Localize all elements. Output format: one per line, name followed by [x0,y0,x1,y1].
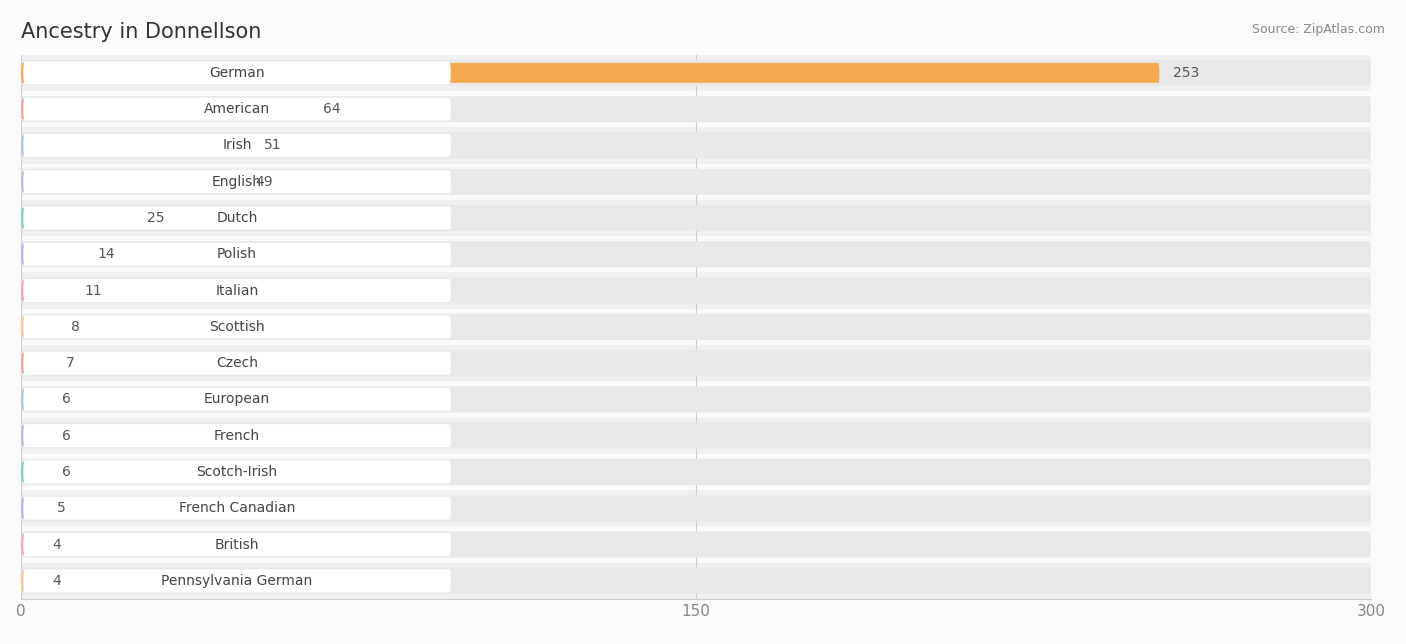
Text: 4: 4 [52,538,62,551]
FancyBboxPatch shape [24,134,451,157]
FancyBboxPatch shape [21,353,52,373]
Text: British: British [215,538,259,551]
FancyBboxPatch shape [21,390,48,410]
FancyBboxPatch shape [21,272,1371,308]
FancyBboxPatch shape [21,345,1371,381]
FancyBboxPatch shape [21,563,1371,599]
FancyBboxPatch shape [24,243,451,266]
FancyBboxPatch shape [21,242,1371,267]
FancyBboxPatch shape [21,63,1160,83]
FancyBboxPatch shape [21,60,1371,86]
FancyBboxPatch shape [21,205,1371,231]
FancyBboxPatch shape [21,169,1371,194]
Text: 6: 6 [62,429,70,442]
FancyBboxPatch shape [21,490,1371,526]
Text: Source: ZipAtlas.com: Source: ZipAtlas.com [1251,23,1385,35]
Text: Scotch-Irish: Scotch-Irish [197,465,277,479]
FancyBboxPatch shape [21,454,1371,490]
Text: English: English [212,175,262,189]
FancyBboxPatch shape [24,207,451,229]
Text: Dutch: Dutch [217,211,257,225]
FancyBboxPatch shape [21,498,44,518]
FancyBboxPatch shape [24,316,451,338]
FancyBboxPatch shape [21,200,1371,236]
FancyBboxPatch shape [21,278,1371,303]
FancyBboxPatch shape [21,236,1371,272]
FancyBboxPatch shape [24,497,451,520]
FancyBboxPatch shape [21,526,1371,563]
FancyBboxPatch shape [21,133,1371,158]
FancyBboxPatch shape [24,460,451,484]
FancyBboxPatch shape [21,244,84,264]
FancyBboxPatch shape [24,569,451,592]
FancyBboxPatch shape [21,417,1371,454]
FancyBboxPatch shape [24,533,451,556]
Text: 14: 14 [97,247,115,261]
Text: French Canadian: French Canadian [179,501,295,515]
Text: 5: 5 [58,501,66,515]
Text: Italian: Italian [215,283,259,298]
FancyBboxPatch shape [21,350,1371,376]
FancyBboxPatch shape [24,170,451,193]
Text: 7: 7 [66,356,75,370]
FancyBboxPatch shape [21,314,1371,340]
FancyBboxPatch shape [21,386,1371,412]
FancyBboxPatch shape [21,55,1371,91]
FancyBboxPatch shape [21,128,1371,164]
FancyBboxPatch shape [21,135,250,155]
Text: 6: 6 [62,465,70,479]
Text: 25: 25 [148,211,165,225]
Text: 253: 253 [1173,66,1199,80]
Text: French: French [214,429,260,442]
FancyBboxPatch shape [21,96,1371,122]
FancyBboxPatch shape [21,568,1371,594]
Text: 4: 4 [52,574,62,588]
Text: Czech: Czech [217,356,259,370]
Text: 51: 51 [264,138,281,153]
Text: Polish: Polish [217,247,257,261]
Text: Scottish: Scottish [209,320,264,334]
FancyBboxPatch shape [24,352,451,375]
Text: 64: 64 [322,102,340,116]
FancyBboxPatch shape [21,99,309,119]
Text: Pennsylvania German: Pennsylvania German [162,574,312,588]
FancyBboxPatch shape [21,308,1371,345]
FancyBboxPatch shape [21,495,1371,521]
FancyBboxPatch shape [21,172,242,192]
FancyBboxPatch shape [21,462,48,482]
Text: 11: 11 [84,283,101,298]
FancyBboxPatch shape [24,98,451,120]
FancyBboxPatch shape [21,459,1371,485]
Text: 8: 8 [70,320,80,334]
Text: 49: 49 [254,175,273,189]
FancyBboxPatch shape [21,317,58,337]
FancyBboxPatch shape [21,426,48,446]
Text: Irish: Irish [222,138,252,153]
FancyBboxPatch shape [24,279,451,302]
FancyBboxPatch shape [21,208,134,228]
Text: Ancestry in Donnellson: Ancestry in Donnellson [21,22,262,42]
FancyBboxPatch shape [24,388,451,411]
Text: American: American [204,102,270,116]
FancyBboxPatch shape [21,531,1371,558]
FancyBboxPatch shape [24,61,451,84]
FancyBboxPatch shape [21,164,1371,200]
Text: European: European [204,392,270,406]
FancyBboxPatch shape [21,535,39,554]
Text: 6: 6 [62,392,70,406]
FancyBboxPatch shape [21,281,70,301]
FancyBboxPatch shape [21,381,1371,417]
FancyBboxPatch shape [21,91,1371,128]
FancyBboxPatch shape [24,424,451,447]
FancyBboxPatch shape [21,422,1371,449]
FancyBboxPatch shape [21,571,39,591]
Text: German: German [209,66,264,80]
